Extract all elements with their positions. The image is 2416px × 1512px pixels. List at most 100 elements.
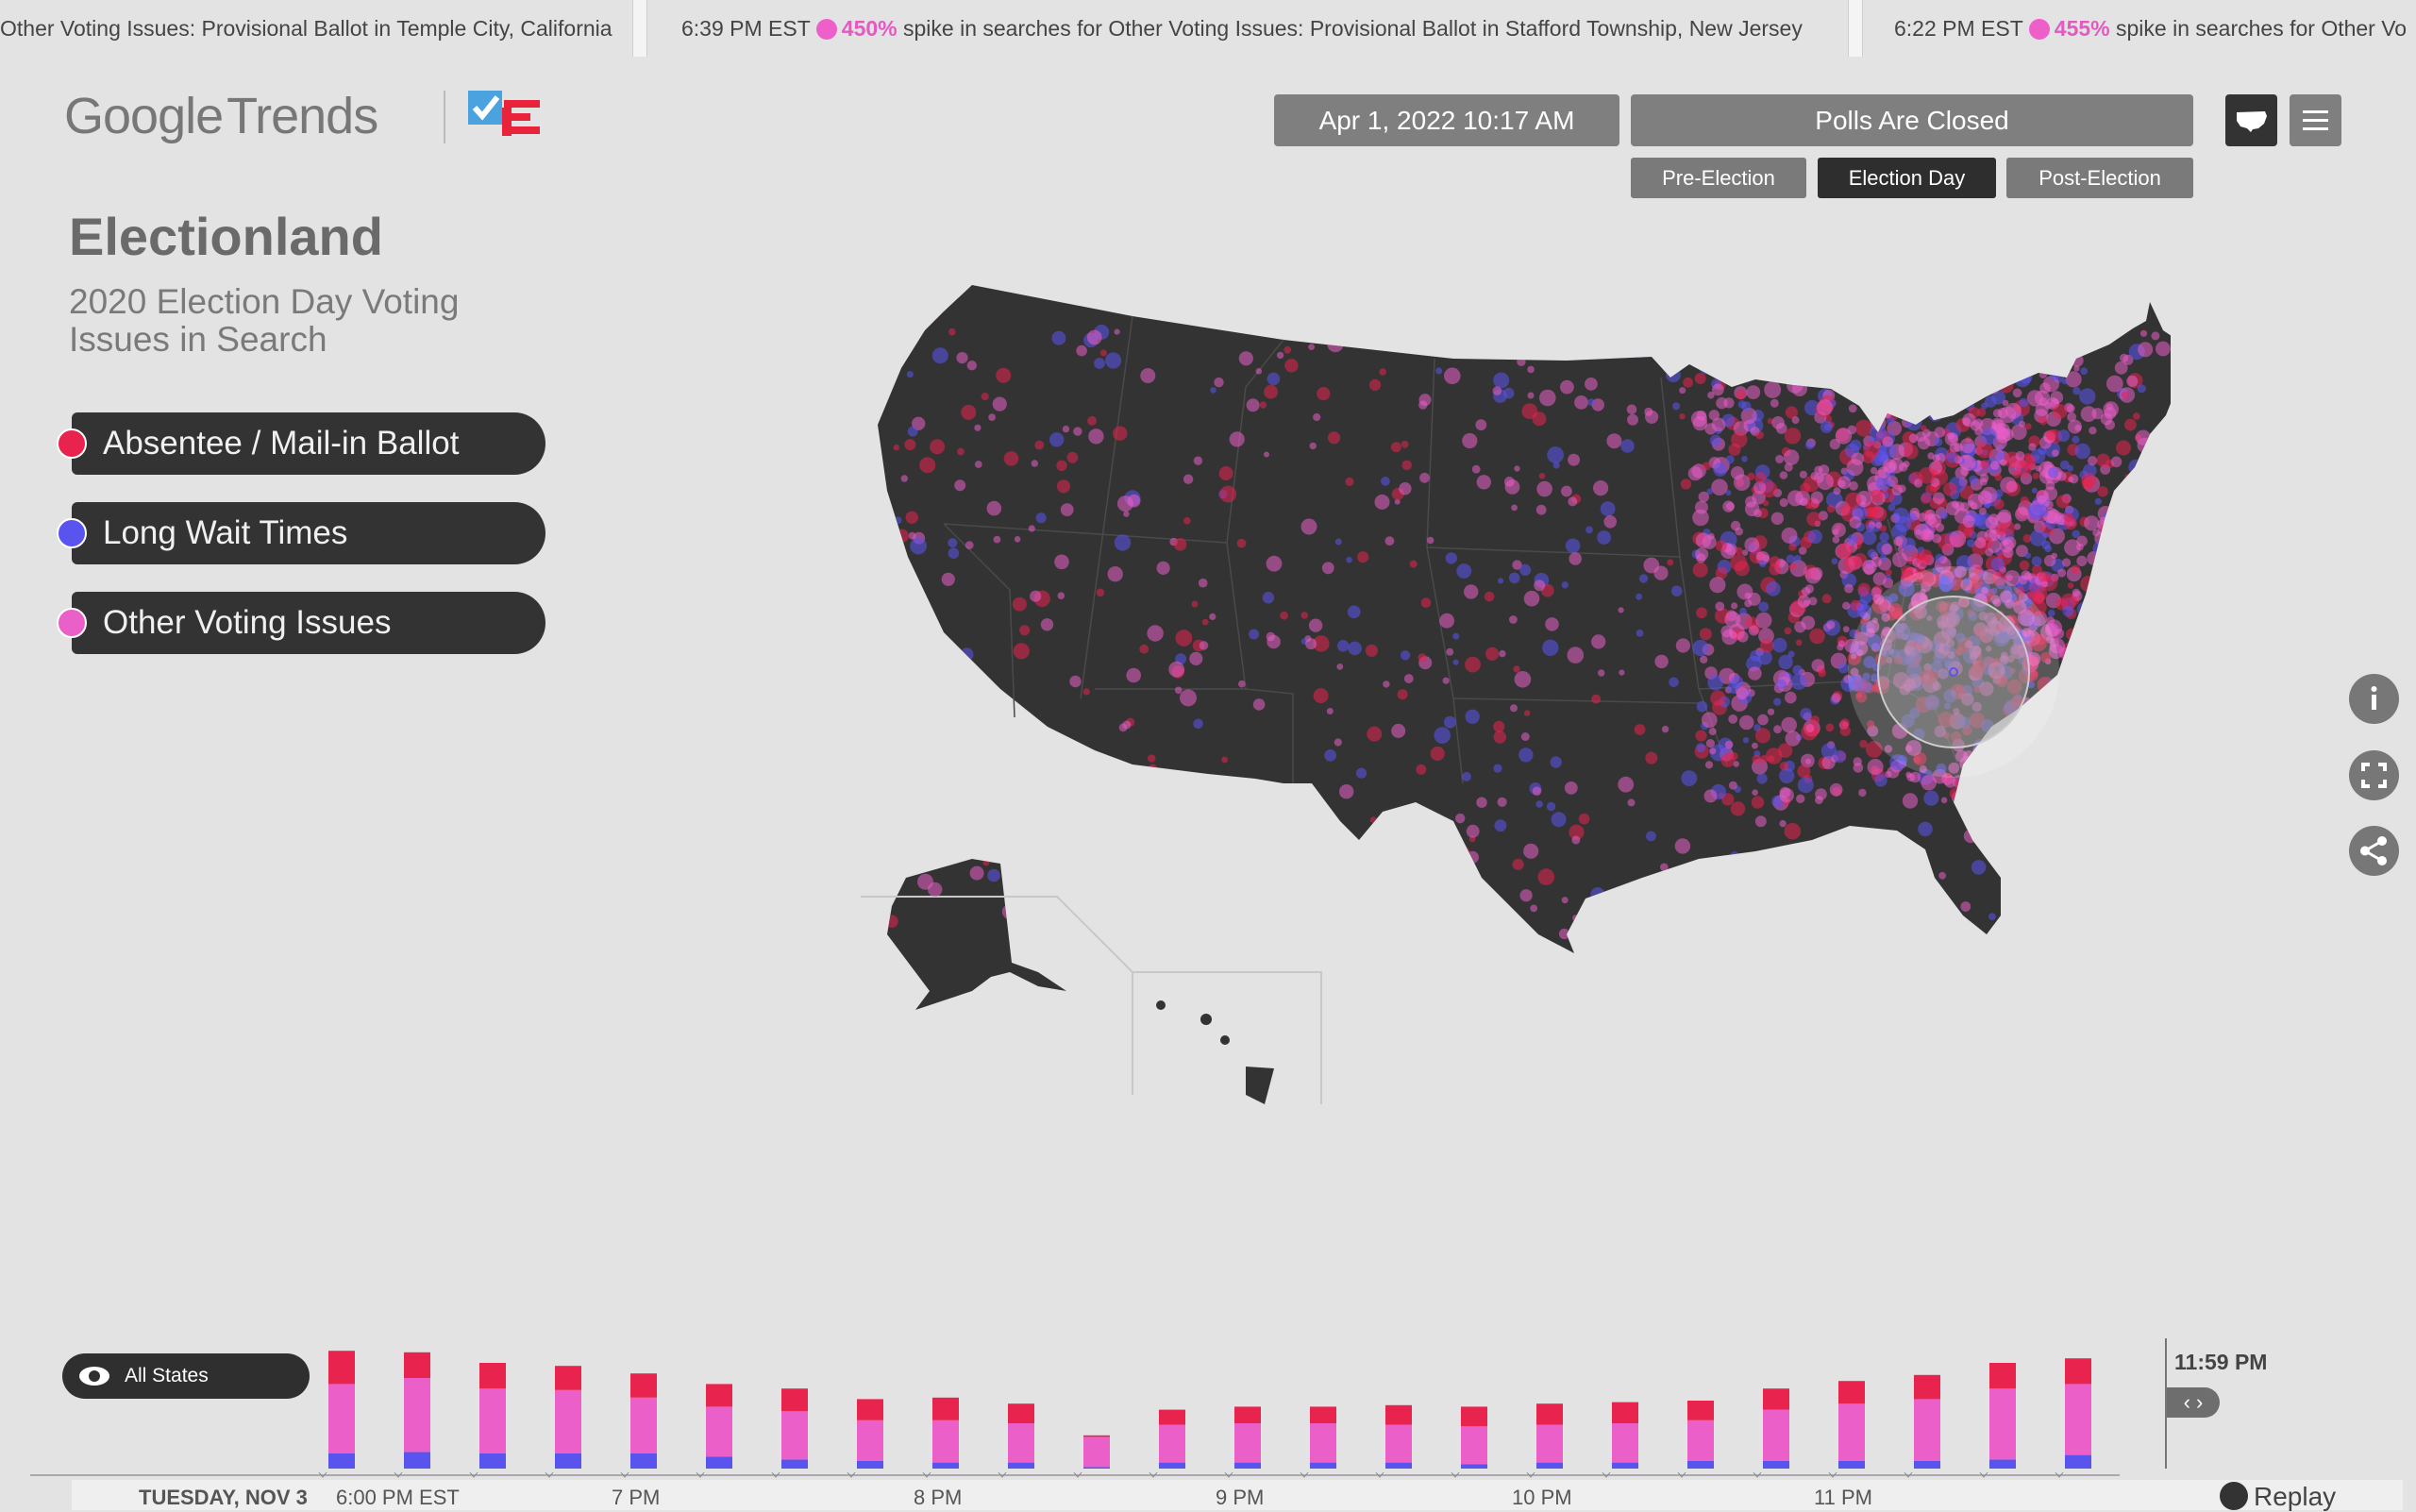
- search-issue-dot: [2043, 752, 2060, 769]
- search-issue-dot: [1915, 359, 1931, 375]
- search-issue-dot: [1493, 720, 1505, 732]
- search-issue-dot: [1891, 524, 1907, 540]
- issues-over-time-chart[interactable]: [0, 1321, 2171, 1482]
- search-issue-dot: [1088, 428, 1104, 445]
- search-issue-dot: [2002, 399, 2009, 407]
- tab-post-election[interactable]: Post-Election: [2006, 158, 2193, 198]
- search-issue-dot: [1867, 720, 1875, 729]
- legend-other-issues-toggle[interactable]: Other Voting Issues: [72, 592, 545, 654]
- search-issue-dot: [2071, 686, 2082, 697]
- share-button[interactable]: [2349, 826, 2399, 876]
- search-issue-dot: [1791, 416, 1800, 425]
- search-issue-dot: [1988, 513, 2000, 525]
- search-issue-dot: [2071, 564, 2081, 575]
- search-issue-dot: [1327, 335, 1344, 353]
- chart-bar-segment: [1687, 1461, 1714, 1469]
- search-issue-dot: [1906, 773, 1916, 782]
- search-issue-dot: [1747, 472, 1755, 480]
- search-issue-dot: [2116, 440, 2131, 456]
- search-issue-dot: [2140, 903, 2157, 919]
- search-issue-dot: [1921, 410, 1929, 417]
- info-button[interactable]: [2349, 674, 2399, 724]
- search-issue-dot: [2084, 515, 2100, 531]
- replay-button[interactable]: Replay: [2220, 1482, 2336, 1512]
- search-issue-dot: [1856, 649, 1864, 657]
- search-issue-dot: [1661, 725, 1669, 733]
- search-issue-dot: [2092, 696, 2106, 710]
- search-issue-dot: [2044, 793, 2055, 803]
- search-issue-dot: [2094, 630, 2106, 642]
- search-issue-dot: [2092, 541, 2108, 556]
- search-issue-dot: [1735, 546, 1743, 555]
- search-issue-dot: [1583, 909, 1596, 921]
- x-tick: [1979, 1471, 1988, 1478]
- search-issue-dot: [1995, 524, 2007, 536]
- search-issue-dot: [1293, 803, 1309, 818]
- search-issue-dot: [1471, 464, 1481, 474]
- search-issue-dot: [2089, 724, 2101, 736]
- search-issue-dot: [1667, 559, 1674, 566]
- search-issue-dot: [1777, 743, 1793, 758]
- search-issue-dot: [1535, 800, 1543, 808]
- search-issue-dot: [1634, 724, 1646, 735]
- search-issue-dot: [1837, 640, 1846, 647]
- search-issue-dot: [1343, 903, 1353, 914]
- ticker-item[interactable]: 6:22 PM EST 455% spike in searches for Ot…: [1894, 0, 2407, 57]
- search-issue-dot: [1801, 615, 1816, 630]
- search-issue-dot: [1967, 539, 1975, 547]
- legend-wait-times-toggle[interactable]: Long Wait Times: [72, 502, 545, 564]
- search-issue-dot: [1888, 503, 1896, 512]
- search-issue-dot: [1147, 625, 1164, 642]
- timeline-cursor[interactable]: [2165, 1338, 2167, 1469]
- legend-absentee-toggle[interactable]: Absentee / Mail-in Ballot: [72, 412, 545, 475]
- search-issue-dot: [1015, 909, 1031, 924]
- search-issue-dot: [2038, 415, 2048, 426]
- search-issue-dot: [1339, 784, 1354, 799]
- us-search-map[interactable]: [849, 274, 2171, 1142]
- search-issue-dot: [2031, 599, 2047, 616]
- ticker-item[interactable]: Other Voting Issues: Provisional Ballot …: [0, 0, 612, 57]
- menu-button[interactable]: [2290, 94, 2341, 146]
- search-issue-dot: [1300, 612, 1308, 619]
- x-tick: [1828, 1471, 1837, 1478]
- search-issue-dot: [2045, 429, 2057, 441]
- search-issue-dot: [2080, 576, 2097, 593]
- search-issue-dot: [1638, 574, 1649, 583]
- search-issue-dot: [1824, 345, 1834, 356]
- timeline-drag-handle[interactable]: ‹ ›: [2167, 1387, 2220, 1418]
- search-issue-dot: [1865, 523, 1874, 532]
- search-issue-dot: [1785, 731, 1801, 747]
- search-issue-dot: [2146, 456, 2156, 465]
- search-issue-dot: [1874, 774, 1888, 787]
- search-issue-dot: [1519, 889, 1533, 902]
- search-issue-dot: [1233, 885, 1248, 899]
- tab-election-day[interactable]: Election Day: [1818, 158, 1996, 198]
- search-issue-dot: [1056, 479, 1071, 494]
- search-issue-dot: [2032, 472, 2039, 479]
- search-issue-dot: [1904, 444, 1919, 460]
- search-issue-dot: [1345, 477, 1354, 486]
- tab-pre-election[interactable]: Pre-Election: [1631, 158, 1806, 198]
- search-issue-dot: [2050, 735, 2061, 747]
- all-states-filter-button[interactable]: All States: [62, 1353, 310, 1399]
- chart-bar-segment: [1536, 1462, 1563, 1469]
- x-tick: [771, 1471, 780, 1478]
- chart-bar-segment: [1612, 1462, 1638, 1469]
- search-issue-dot: [1815, 796, 1823, 805]
- search-issue-dot: [1324, 749, 1336, 762]
- search-issue-dot: [2038, 370, 2048, 378]
- search-issue-dot: [1062, 425, 1070, 433]
- search-issue-dot: [1720, 753, 1736, 767]
- search-issue-dot: [2139, 473, 2155, 488]
- search-issue-dot: [1788, 543, 1797, 551]
- search-issue-dot: [1710, 930, 1718, 938]
- ticker-item[interactable]: 6:39 PM EST 450% spike in searches for Ot…: [681, 0, 1803, 57]
- map-view-button[interactable]: [2225, 94, 2277, 146]
- search-issue-dot: [1863, 656, 1876, 669]
- search-issue-dot: [1365, 644, 1378, 657]
- chart-bar-segment: [1536, 1424, 1563, 1463]
- search-issue-dot: [1334, 738, 1342, 747]
- ticker-item-text: spike in searches for Other Voting Issue…: [903, 16, 1803, 41]
- search-issue-dot: [1754, 472, 1767, 484]
- fullscreen-button[interactable]: [2349, 750, 2399, 800]
